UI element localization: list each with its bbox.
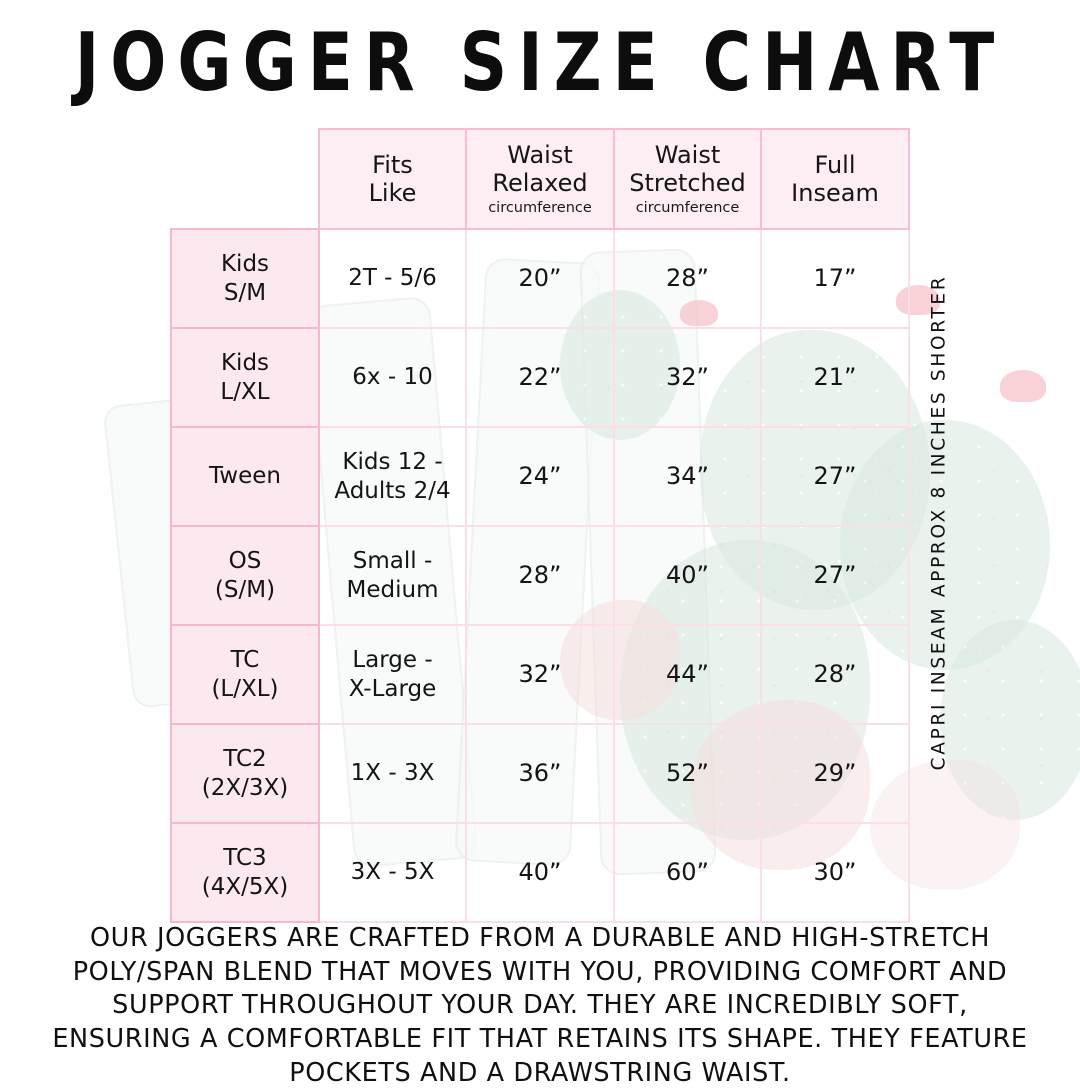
description-line: ENSURING A COMFORTABLE FIT THAT RETAINS … (52, 1023, 1028, 1054)
fits-line-2: Medium (346, 576, 439, 603)
size-line-2: S/M (223, 279, 267, 306)
full-inseam-cell: 27” (760, 525, 910, 626)
size-label-cell: TC2 (2X/3X) (170, 723, 320, 824)
size-line-1: Kids (220, 350, 270, 377)
size-label-cell: TC3 (4X/5X) (170, 822, 320, 923)
size-chart-table-container: Fits Like Waist Relaxed circumference Wa… (170, 128, 910, 923)
table-row: Kids L/XL 6x - 10 22” 32” 21” (170, 327, 910, 428)
corner-blank-cell (171, 129, 319, 229)
full-inseam-cell: 29” (760, 723, 910, 824)
fits-line-2: X-Large (348, 675, 437, 702)
full-inseam-cell: 17” (760, 228, 910, 329)
header-line-1: Fits (372, 150, 413, 179)
header-line-1: Waist (654, 141, 721, 170)
size-label-cell: TC (L/XL) (170, 624, 320, 725)
header-subtitle: circumference (635, 199, 740, 216)
size-line-1: OS (228, 548, 262, 575)
size-label-cell: OS (S/M) (170, 525, 320, 626)
size-line-2: (S/M) (214, 576, 276, 603)
waist-relaxed-cell: 24” (465, 426, 615, 527)
size-line-1: Kids (220, 251, 270, 278)
fits-like-cell: 3X - 5X (318, 822, 467, 923)
cactus-bloom-icon (1000, 370, 1046, 402)
full-inseam-cell: 30” (760, 822, 910, 923)
size-line-1: TC (230, 647, 260, 674)
description-line: POCKETS AND A DRAWSTRING WAIST. (289, 1057, 791, 1088)
cactus-pad-icon (940, 620, 1080, 820)
waist-stretched-cell: 32” (613, 327, 762, 428)
page-title: JOGGER SIZE CHART (74, 15, 1006, 110)
full-inseam-cell: 27” (760, 426, 910, 527)
waist-stretched-cell: 52” (613, 723, 762, 824)
full-inseam-cell: 21” (760, 327, 910, 428)
fits-like-cell: 2T - 5/6 (318, 228, 467, 329)
table-row: TC (L/XL) Large - X-Large 32” 44” 28” (170, 624, 910, 725)
header-line-2: Relaxed (492, 169, 588, 198)
fits-line-1: Kids 12 - (342, 448, 443, 475)
header-row: Fits Like Waist Relaxed circumference Wa… (171, 128, 910, 230)
header-line-1: Full (814, 150, 856, 179)
full-inseam-cell: 28” (760, 624, 910, 725)
size-line-2: L/XL (220, 378, 270, 405)
capri-inseam-note: CAPRI INSEAM APPROX 8 INCHES SHORTER (922, 232, 956, 812)
fits-line-2: Adults 2/4 (334, 477, 451, 504)
description-line: POLY/SPAN BLEND THAT MOVES WITH YOU, PRO… (72, 956, 1008, 987)
size-chart-table: Fits Like Waist Relaxed circumference Wa… (170, 128, 910, 923)
size-label-cell: Kids S/M (170, 228, 320, 329)
product-description: OUR JOGGERS ARE CRAFTED FROM A DURABLE A… (40, 922, 1040, 1090)
waist-relaxed-cell: 40” (465, 822, 615, 923)
fits-like-cell: 1X - 3X (318, 723, 467, 824)
fits-like-cell: Kids 12 - Adults 2/4 (318, 426, 467, 527)
fits-like-cell: Large - X-Large (318, 624, 467, 725)
description-line: OUR JOGGERS ARE CRAFTED FROM A DURABLE A… (90, 923, 990, 953)
table-row: Tween Kids 12 - Adults 2/4 24” 34” 27” (170, 426, 910, 527)
table-row: TC2 (2X/3X) 1X - 3X 36” 52” 29” (170, 723, 910, 824)
waist-stretched-cell: 34” (613, 426, 762, 527)
capri-inseam-note-text: CAPRI INSEAM APPROX 8 INCHES SHORTER (928, 274, 950, 770)
table-header: Fits Like Waist Relaxed circumference Wa… (171, 128, 910, 230)
size-line-1: TC3 (223, 845, 267, 872)
fits-line-1: 3X - 5X (350, 859, 435, 886)
header-subtitle: circumference (488, 199, 592, 216)
fits-line-1: Small - (352, 547, 433, 574)
size-line-1: TC2 (223, 746, 267, 773)
fits-line-1: 2T - 5/6 (348, 265, 437, 292)
table-row: TC3 (4X/5X) 3X - 5X 40” 60” 30” (170, 822, 910, 923)
fits-line-1: Large - (352, 646, 433, 673)
table-row: OS (S/M) Small - Medium 28” 40” 27” (170, 525, 910, 626)
waist-relaxed-cell: 32” (465, 624, 615, 725)
header-line-2: Inseam (791, 179, 879, 207)
waist-stretched-cell: 60” (613, 822, 762, 923)
column-header-fits-like: Fits Like (318, 128, 467, 230)
size-line-2: (L/XL) (211, 675, 279, 702)
waist-relaxed-cell: 36” (465, 723, 615, 824)
table-row: Kids S/M 2T - 5/6 20” 28” 17” (170, 228, 910, 329)
table-body: Kids S/M 2T - 5/6 20” 28” 17” Kids L/XL … (170, 228, 910, 923)
size-line-2: (4X/5X) (201, 873, 289, 900)
size-line-1: Tween (209, 463, 281, 490)
column-header-full-inseam: Full Inseam (760, 128, 910, 230)
size-line-2: (2X/3X) (201, 774, 289, 801)
fits-like-cell: 6x - 10 (318, 327, 467, 428)
fits-line-1: 1X - 3X (350, 760, 435, 787)
waist-stretched-cell: 40” (613, 525, 762, 626)
size-label-cell: Tween (170, 426, 320, 527)
header-line-2: Stretched (629, 169, 746, 198)
column-header-waist-stretched: Waist Stretched circumference (613, 128, 762, 230)
header-line-1: Waist (507, 141, 573, 170)
waist-relaxed-cell: 28” (465, 525, 615, 626)
size-label-cell: Kids L/XL (170, 327, 320, 428)
fits-line-1: 6x - 10 (352, 364, 433, 391)
column-header-waist-relaxed: Waist Relaxed circumference (465, 128, 615, 230)
waist-relaxed-cell: 22” (465, 327, 615, 428)
waist-stretched-cell: 28” (613, 228, 762, 329)
fits-like-cell: Small - Medium (318, 525, 467, 626)
waist-stretched-cell: 44” (613, 624, 762, 725)
header-line-2: Like (368, 179, 417, 207)
description-line: SUPPORT THROUGHOUT YOUR DAY. THEY ARE IN… (112, 990, 968, 1021)
waist-relaxed-cell: 20” (465, 228, 615, 329)
